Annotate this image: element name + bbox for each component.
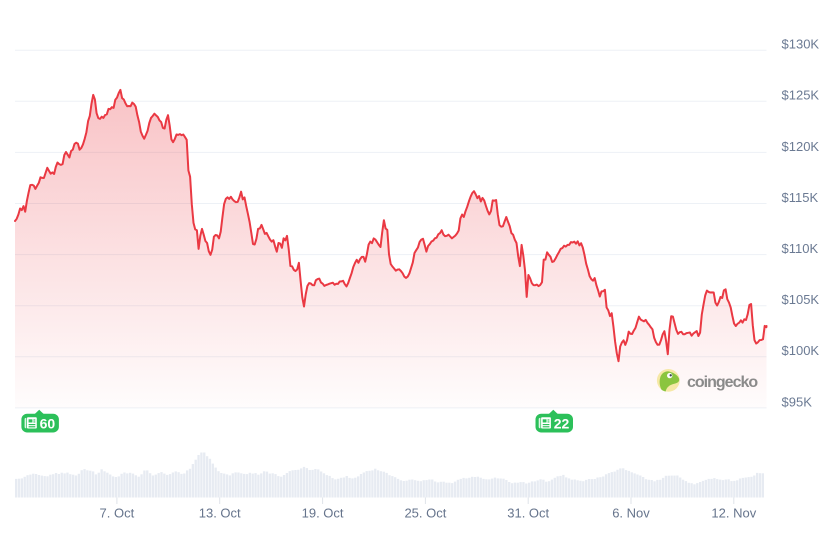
svg-text:$105K: $105K: [782, 292, 820, 307]
svg-text:7. Oct: 7. Oct: [100, 506, 135, 521]
svg-text:6. Nov: 6. Nov: [612, 506, 650, 521]
svg-text:19. Oct: 19. Oct: [302, 506, 344, 521]
svg-text:$130K: $130K: [782, 37, 820, 52]
svg-text:$120K: $120K: [782, 139, 820, 154]
svg-text:25. Oct: 25. Oct: [404, 506, 446, 521]
svg-text:coingecko: coingecko: [687, 374, 758, 391]
svg-text:$125K: $125K: [782, 88, 820, 103]
svg-text:31. Oct: 31. Oct: [507, 506, 549, 521]
svg-text:12. Nov: 12. Nov: [711, 506, 756, 521]
svg-text:$100K: $100K: [782, 343, 820, 358]
svg-text:13. Oct: 13. Oct: [199, 506, 241, 521]
svg-text:60: 60: [40, 415, 56, 431]
svg-text:$110K: $110K: [782, 241, 819, 256]
svg-text:$115K: $115K: [782, 190, 819, 205]
svg-text:22: 22: [554, 415, 570, 431]
svg-text:$95K: $95K: [782, 394, 813, 409]
